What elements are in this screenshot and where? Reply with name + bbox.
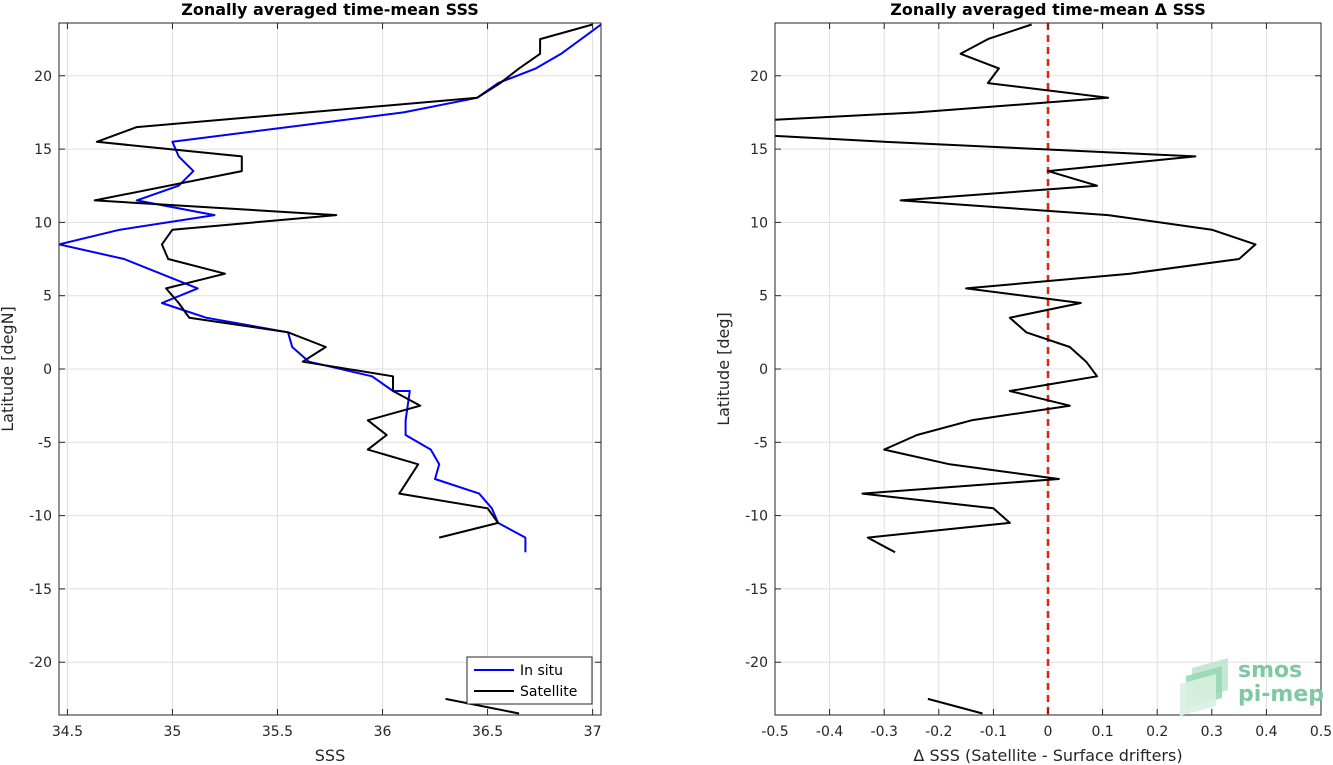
y-tick-label: 0 xyxy=(759,362,768,378)
x-tick-label: 35.5 xyxy=(262,724,293,740)
right-series-group xyxy=(775,23,1257,715)
legend-label-in-situ: In situ xyxy=(520,663,563,679)
logo-shape-front xyxy=(1180,674,1216,716)
right-chart-title: Zonally averaged time-mean Δ SSS xyxy=(890,0,1206,19)
y-tick-label: -20 xyxy=(745,655,768,671)
x-tick-label: -0.5 xyxy=(761,724,788,740)
x-tick-label: -0.3 xyxy=(871,724,898,740)
right-chart: -0.5 -0.4 -0.3 -0.2 -0.1 0 0.1 0.2 0.3 0.4 0.5 -20 -… xyxy=(714,0,1332,765)
right-ticks: -0.5 -0.4 -0.3 -0.2 -0.1 0 0.1 0.2 0.3 0.4 0.5 -20 -… xyxy=(745,23,1332,740)
x-tick-label: 0.4 xyxy=(1255,724,1277,740)
x-tick-label: 0 xyxy=(1044,724,1053,740)
y-tick-label: -15 xyxy=(745,582,768,598)
y-tick-label: 20 xyxy=(34,69,52,85)
series-line-segment-1 xyxy=(775,134,1257,554)
legend-box xyxy=(466,656,593,705)
left-x-axis-label: SSS xyxy=(315,746,345,765)
legend: In situ Satellite xyxy=(466,656,593,705)
y-tick-label: 0 xyxy=(43,362,52,378)
series-line-segment-2 xyxy=(927,697,983,715)
left-series-group xyxy=(59,23,601,715)
y-tick-label: -20 xyxy=(29,655,52,671)
y-tick-label: 10 xyxy=(34,215,52,231)
x-tick-label: 0.3 xyxy=(1201,724,1223,740)
x-tick-label: 34.5 xyxy=(52,724,83,740)
y-tick-label: 20 xyxy=(750,69,768,85)
y-tick-label: -5 xyxy=(38,435,52,451)
y-tick-label: 5 xyxy=(43,289,52,305)
x-tick-label: -0.4 xyxy=(816,724,843,740)
y-tick-label: 10 xyxy=(750,215,768,231)
y-tick-label: -10 xyxy=(29,509,52,525)
x-tick-label: -0.1 xyxy=(980,724,1007,740)
left-chart: 34.5 35 35.5 36 36.5 37 -20 -15 -10 -5 0 5 10 15 20 Zo… xyxy=(0,0,602,765)
smos-pi-mep-logo: smos pi-mep xyxy=(1180,658,1324,716)
x-tick-label: 0.5 xyxy=(1310,724,1332,740)
x-tick-label: 0.2 xyxy=(1146,724,1168,740)
series-line-segment-2 xyxy=(445,697,520,715)
x-tick-label: 37 xyxy=(584,724,602,740)
right-x-axis-label: Δ SSS (Satellite - Surface drifters) xyxy=(913,746,1182,765)
y-tick-label: -10 xyxy=(745,509,768,525)
series-line-segment-0 xyxy=(775,23,1110,121)
left-grid xyxy=(59,23,601,715)
x-tick-label: 36 xyxy=(374,724,392,740)
y-tick-label: 5 xyxy=(759,289,768,305)
y-tick-label: -5 xyxy=(754,435,768,451)
x-tick-label: 35 xyxy=(164,724,182,740)
y-tick-label: 15 xyxy=(34,142,52,158)
left-chart-title: Zonally averaged time-mean SSS xyxy=(181,0,479,19)
left-y-axis-label: Latitude [degN] xyxy=(0,306,17,432)
series-line-in-situ xyxy=(59,23,601,553)
logo-text-smos: smos xyxy=(1238,658,1302,683)
legend-label-satellite: Satellite xyxy=(520,684,577,700)
x-tick-label: 0.1 xyxy=(1091,724,1113,740)
left-ticks: 34.5 35 35.5 36 36.5 37 -20 -15 -10 -5 0 5 10 15 20 xyxy=(29,23,602,740)
x-tick-label: -0.2 xyxy=(925,724,952,740)
right-y-axis-label: Latitude [deg] xyxy=(714,312,733,426)
y-tick-label: 15 xyxy=(750,142,768,158)
logo-text-pi-mep: pi-mep xyxy=(1238,682,1324,707)
x-tick-label: 36.5 xyxy=(472,724,503,740)
series-line-satellite xyxy=(93,23,593,539)
y-tick-label: -15 xyxy=(29,582,52,598)
